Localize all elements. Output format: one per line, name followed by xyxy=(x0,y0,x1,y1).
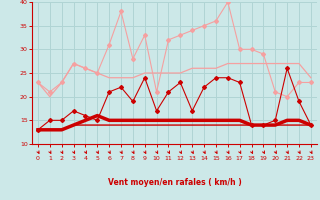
X-axis label: Vent moyen/en rafales ( km/h ): Vent moyen/en rafales ( km/h ) xyxy=(108,178,241,187)
